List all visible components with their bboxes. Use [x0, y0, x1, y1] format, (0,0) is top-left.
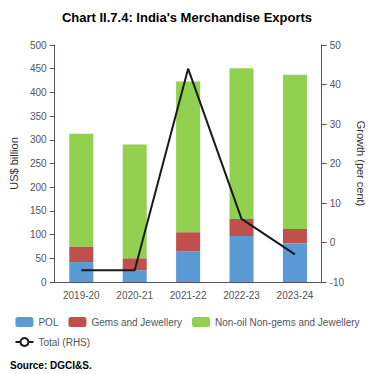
- svg-text:POL: POL: [38, 317, 58, 328]
- svg-text:450: 450: [30, 63, 47, 74]
- svg-text:2022-23: 2022-23: [223, 290, 260, 301]
- svg-text:Growth (per cent): Growth (per cent): [355, 121, 367, 207]
- svg-text:Gems and Jewellery: Gems and Jewellery: [91, 317, 182, 328]
- svg-text:20: 20: [330, 158, 342, 169]
- svg-text:500: 500: [30, 40, 47, 51]
- svg-text:300: 300: [30, 134, 47, 145]
- svg-text:Chart II.7.4: India's Merchand: Chart II.7.4: India's Merchandise Export…: [62, 10, 312, 25]
- svg-text:200: 200: [30, 182, 47, 193]
- svg-text:2019-20: 2019-20: [63, 290, 100, 301]
- svg-text:Total (RHS): Total (RHS): [38, 337, 90, 348]
- svg-text:50: 50: [35, 253, 47, 264]
- svg-text:40: 40: [330, 79, 342, 90]
- svg-text:US$ billion: US$ billion: [8, 137, 20, 190]
- svg-text:2023-24: 2023-24: [277, 290, 314, 301]
- svg-text:0: 0: [330, 237, 336, 248]
- svg-text:-10: -10: [330, 277, 345, 288]
- svg-text:10: 10: [330, 198, 342, 209]
- svg-text:150: 150: [30, 205, 47, 216]
- svg-text:Source: DGCI&S.: Source: DGCI&S.: [10, 360, 92, 371]
- svg-text:2021-22: 2021-22: [170, 290, 207, 301]
- svg-text:50: 50: [330, 40, 342, 51]
- svg-text:0: 0: [41, 277, 47, 288]
- svg-text:Non-oil Non-gems and Jewellery: Non-oil Non-gems and Jewellery: [215, 317, 360, 328]
- svg-text:30: 30: [330, 119, 342, 130]
- svg-text:2020-21: 2020-21: [116, 290, 153, 301]
- svg-text:100: 100: [30, 229, 47, 240]
- svg-text:400: 400: [30, 87, 47, 98]
- svg-text:250: 250: [30, 158, 47, 169]
- svg-text:350: 350: [30, 111, 47, 122]
